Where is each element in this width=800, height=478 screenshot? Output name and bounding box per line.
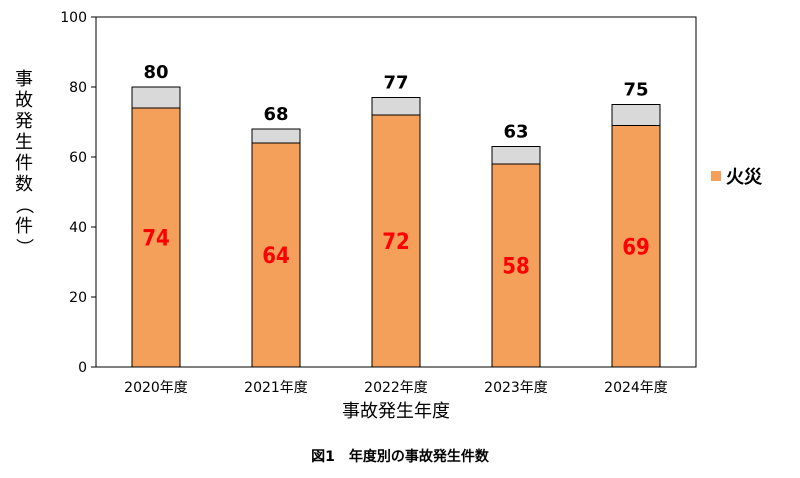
x-tick-label: 2023年度 — [484, 380, 548, 396]
y-axis-label-char: 件 — [15, 153, 33, 174]
data-label-total: 75 — [623, 80, 648, 101]
legend-label-fire: 火災 — [726, 167, 763, 188]
data-label-fire: 58 — [502, 255, 530, 280]
bar-other — [371, 97, 421, 116]
y-tick-label: 20 — [69, 290, 87, 306]
bar-other — [251, 128, 301, 144]
y-tick-label: 80 — [69, 80, 87, 96]
x-tick-label: 2022年度 — [364, 380, 428, 396]
data-label-fire: 72 — [382, 230, 410, 255]
y-axis-label-char: 故 — [15, 90, 33, 111]
bar-other — [611, 104, 661, 126]
y-axis-label: 事故発生件数（件） — [13, 69, 34, 256]
bar-fire — [251, 142, 301, 368]
y-axis-label-char: 件 — [15, 216, 33, 237]
y-axis-label-char: ） — [13, 238, 34, 256]
bar-fire — [491, 163, 541, 368]
bar-other — [491, 146, 541, 165]
data-label-fire: 64 — [262, 244, 290, 269]
y-axis-label-char: 生 — [15, 132, 33, 153]
data-label-fire: 69 — [622, 235, 650, 260]
data-label-fire: 74 — [142, 227, 170, 252]
data-label-total: 68 — [263, 104, 288, 125]
bar-other — [131, 86, 181, 109]
data-label-total: 63 — [503, 122, 528, 143]
bar-chart: 0 20 40 60 80 100 74 80 64 68 72 77 58 63 69 75 2020年度… — [13, 10, 763, 422]
y-axis-ticks: 0 20 40 60 80 100 — [60, 10, 96, 376]
legend: 火災 — [711, 167, 763, 188]
data-label-total: 77 — [383, 73, 408, 94]
y-axis-label-char: （ — [13, 196, 34, 214]
x-axis-label: 事故発生年度 — [342, 401, 450, 422]
x-tick-label: 2021年度 — [244, 380, 308, 396]
y-axis-label-char: 数 — [15, 174, 33, 195]
figure-caption: 図1 年度別の事故発生件数 — [311, 449, 489, 465]
bars: 74 80 64 68 72 77 58 63 69 75 — [131, 62, 661, 368]
y-tick-label: 100 — [60, 10, 87, 26]
data-label-total: 80 — [143, 62, 168, 83]
y-tick-label: 40 — [69, 220, 87, 236]
y-tick-label: 0 — [78, 360, 87, 376]
y-axis-label-char: 事 — [15, 69, 33, 90]
y-tick-label: 60 — [69, 150, 87, 166]
x-axis-ticks: 2020年度 2021年度 2022年度 2023年度 2024年度 — [124, 380, 668, 396]
legend-swatch-fire — [711, 171, 721, 181]
bar-fire — [611, 125, 661, 368]
x-tick-label: 2024年度 — [604, 380, 668, 396]
x-tick-label: 2020年度 — [124, 380, 188, 396]
y-axis-label-char: 発 — [15, 111, 33, 132]
bar-fire — [371, 114, 421, 368]
